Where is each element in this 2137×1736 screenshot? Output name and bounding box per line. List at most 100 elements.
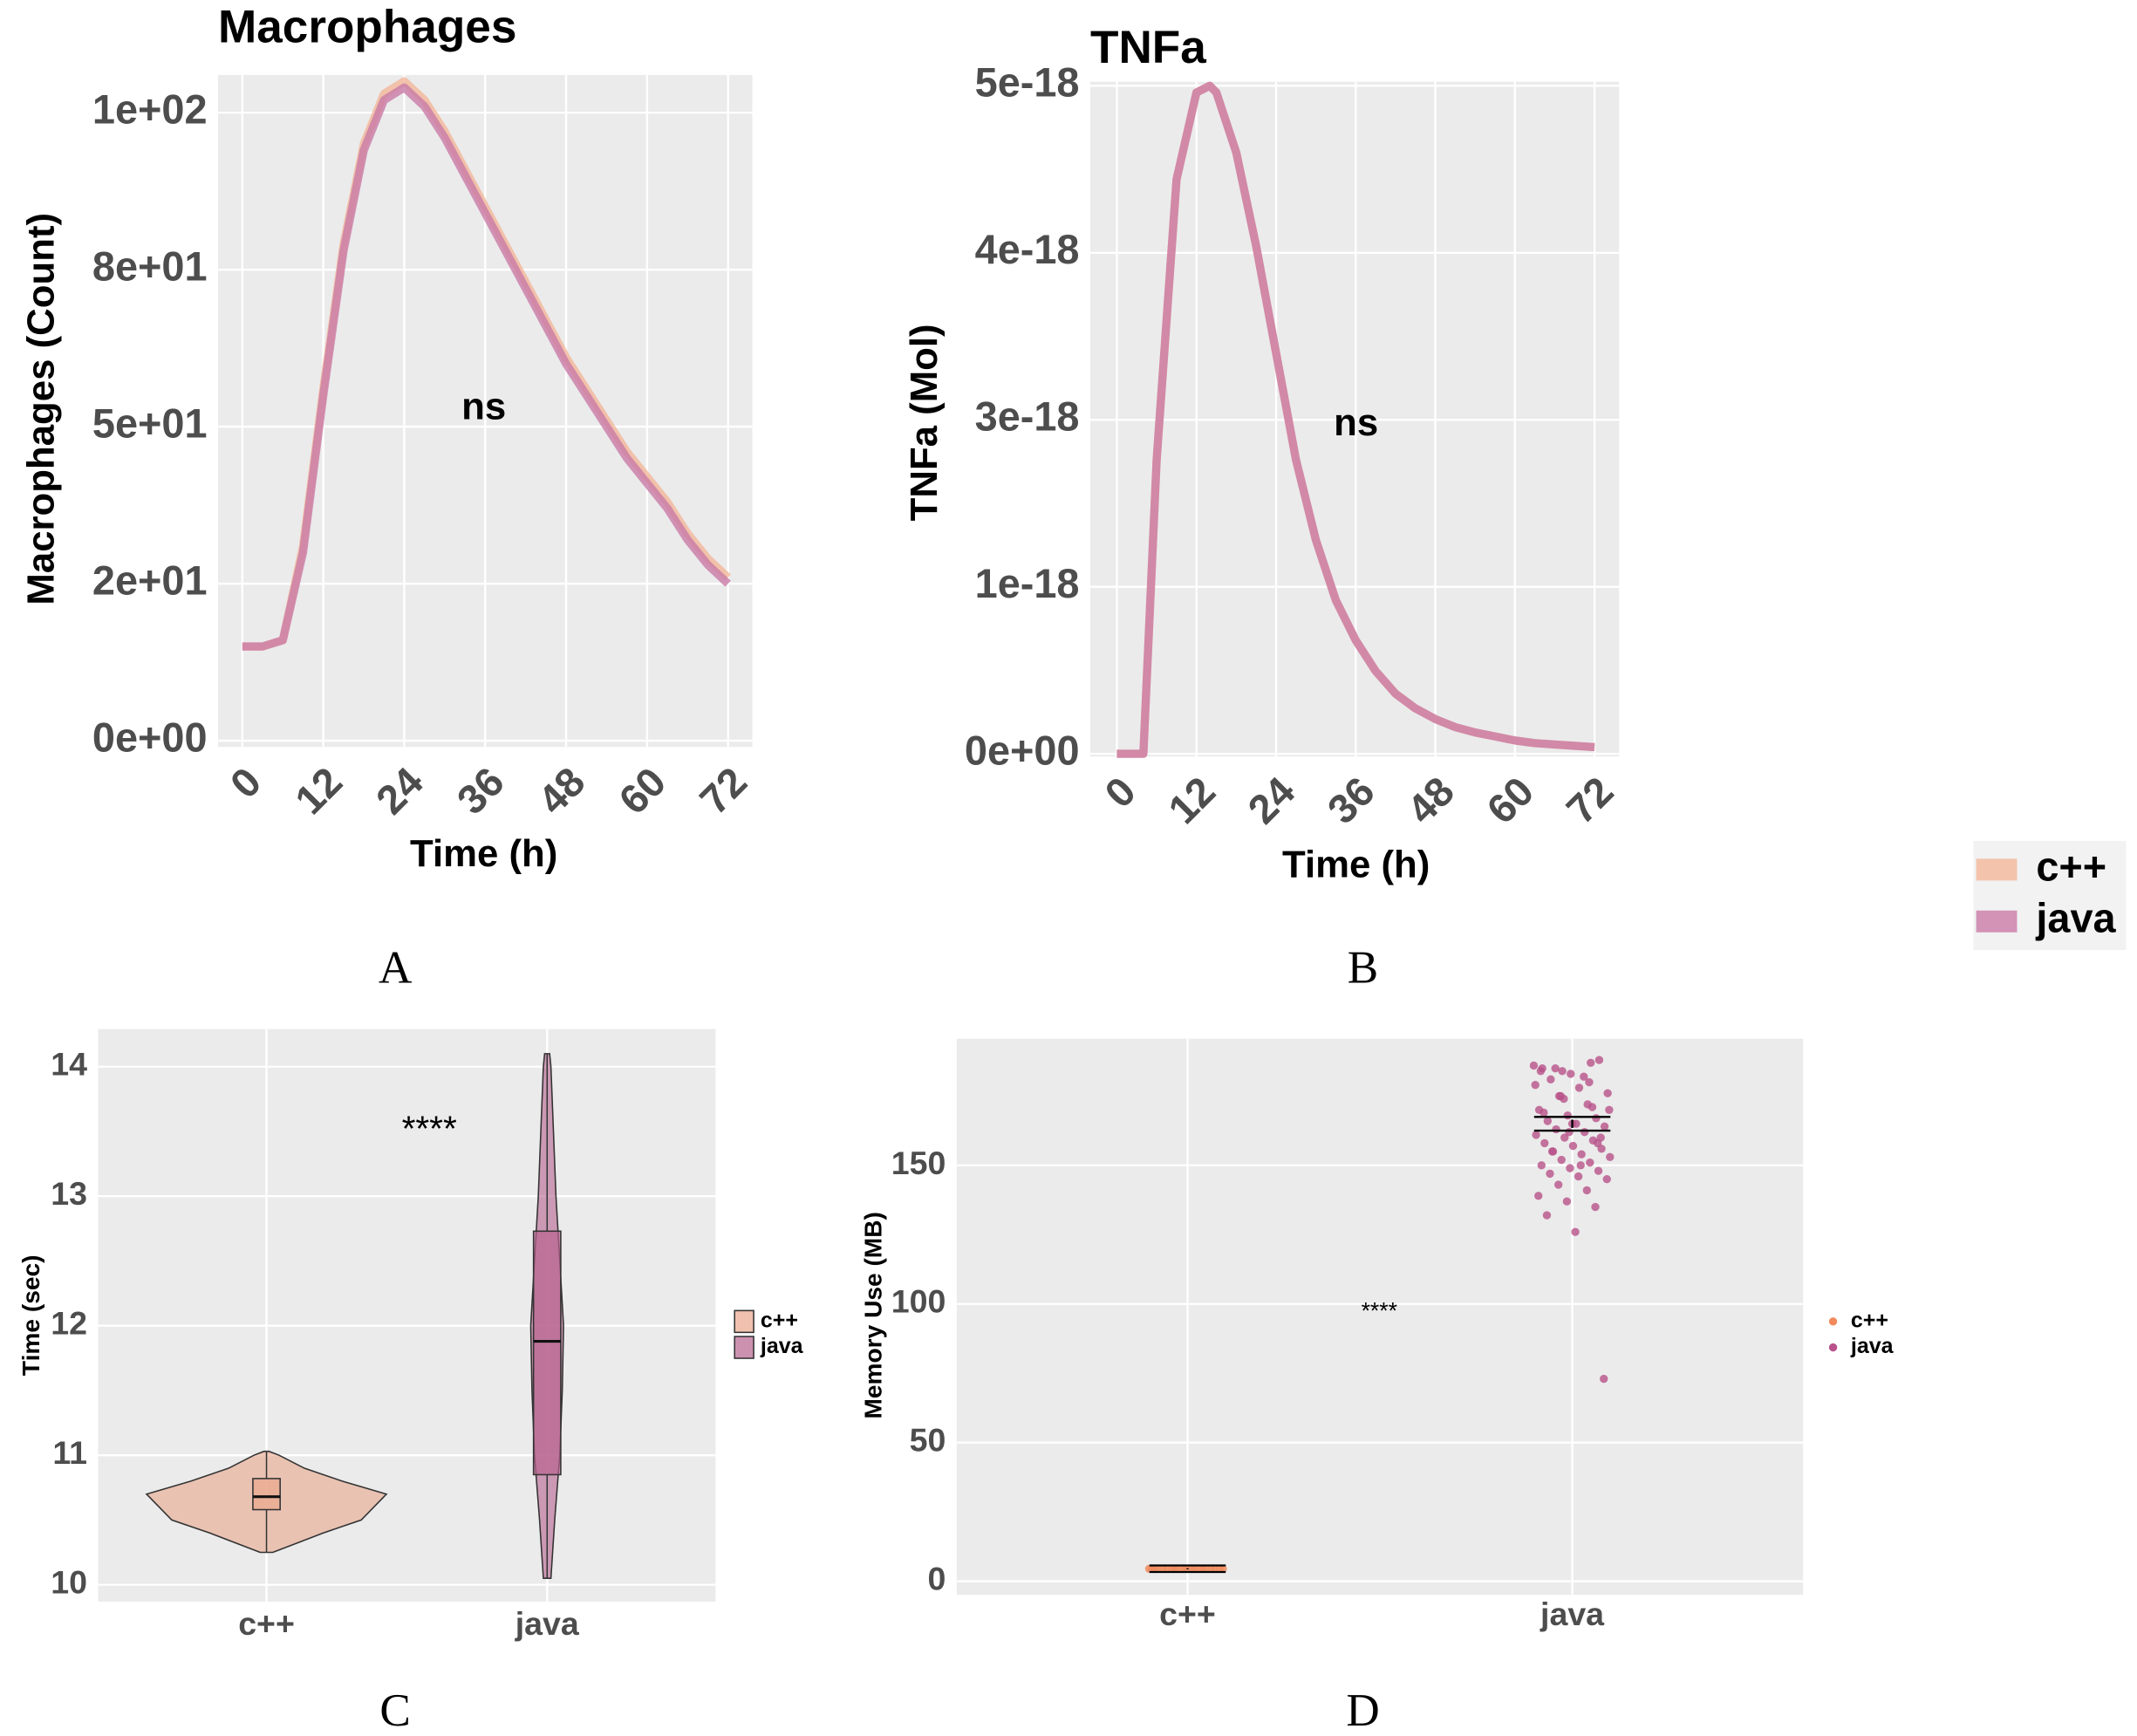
x-tick-label: java [515, 1605, 580, 1642]
y-tick-label: 100 [891, 1283, 946, 1320]
point [1552, 1124, 1560, 1134]
y-axis-title: TNFa (Mol) [903, 324, 946, 521]
point [1540, 1138, 1549, 1148]
point [1567, 1070, 1575, 1078]
point [1563, 1111, 1572, 1120]
y-axis-title: Memory Use (MB) [860, 1212, 887, 1418]
point [1553, 1180, 1563, 1189]
point [1594, 1166, 1603, 1175]
legend-key [734, 1309, 754, 1334]
point [1593, 1138, 1602, 1148]
annotation: **** [402, 1109, 457, 1149]
point [1585, 1077, 1594, 1087]
y-tick-label: 0 [928, 1560, 946, 1596]
y-tick-label: 1e+02 [92, 87, 208, 133]
point [1565, 1128, 1574, 1137]
legend-label: java [1850, 1334, 1895, 1358]
annotation: ns [1334, 401, 1378, 444]
y-tick-label: 50 [910, 1422, 946, 1459]
y-tick-label: 150 [891, 1145, 946, 1181]
y-tick-label: 13 [51, 1175, 87, 1212]
x-tick-label: 72 [1558, 769, 1622, 833]
legend-label: java [760, 1334, 804, 1358]
legend-key [1976, 910, 2018, 933]
annotation: **** [1362, 1298, 1397, 1324]
y-axis-title: Macrophages (Count) [20, 213, 63, 605]
point [1551, 1063, 1560, 1073]
legend-key [1828, 1317, 1838, 1326]
panel-label: B [1348, 942, 1378, 993]
point [1557, 1155, 1566, 1165]
point [1187, 1564, 1196, 1573]
x-tick-label: 48 [529, 759, 594, 824]
point [1582, 1186, 1592, 1195]
x-tick-label: 24 [1239, 769, 1304, 833]
box [532, 1230, 562, 1476]
x-tick-label: 0 [222, 759, 270, 807]
x-tick-label: 12 [1160, 769, 1225, 833]
y-tick-label: 10 [51, 1564, 87, 1601]
point [1602, 1175, 1611, 1184]
y-tick-label: 1e-18 [975, 561, 1080, 606]
point [1529, 1061, 1539, 1070]
point [1605, 1105, 1614, 1114]
y-tick-label: 8e+01 [92, 243, 208, 289]
point [1178, 1564, 1187, 1573]
point [1594, 1056, 1604, 1064]
chart-title: Macrophages [218, 1, 516, 52]
point [1546, 1169, 1554, 1179]
point [1546, 1075, 1555, 1084]
x-axis-title: Time (h) [1282, 843, 1430, 885]
x-tick-label: c++ [1159, 1596, 1216, 1632]
point [1586, 1158, 1594, 1167]
plot-background [956, 1038, 1804, 1596]
point [1571, 1227, 1580, 1236]
y-axis-title: Time (sec) [17, 1255, 44, 1377]
y-tick-label: 0e+00 [965, 728, 1080, 773]
point [1540, 1108, 1548, 1117]
point [1574, 1172, 1583, 1181]
x-tick-label: 24 [367, 759, 432, 824]
point [1576, 1161, 1585, 1170]
point [1547, 1147, 1557, 1156]
legend-label: java [2035, 896, 2116, 941]
point [1556, 1091, 1566, 1101]
point [1562, 1197, 1572, 1206]
y-tick-label: 3e-18 [975, 394, 1080, 440]
point [1531, 1081, 1540, 1090]
point [1560, 1133, 1569, 1142]
x-tick-label: java [1540, 1596, 1605, 1632]
point [1558, 1067, 1567, 1076]
x-tick-label: 36 [448, 759, 513, 824]
y-tick-label: 5e-18 [975, 60, 1080, 106]
x-tick-label: 0 [1096, 769, 1144, 817]
legend-label: c++ [761, 1308, 798, 1332]
chart-title: TNFa [1090, 22, 1206, 73]
x-tick-label: 72 [691, 759, 755, 824]
y-tick-label: 2e+01 [92, 557, 208, 603]
legend-key [1828, 1343, 1838, 1352]
y-tick-label: 12 [51, 1305, 87, 1342]
box [252, 1478, 281, 1511]
point [1603, 1089, 1612, 1097]
point [1147, 1564, 1156, 1573]
point [1606, 1152, 1615, 1162]
legend-key [1976, 858, 2018, 881]
legend-key [734, 1336, 754, 1359]
y-tick-label: 4e-18 [975, 227, 1080, 272]
panel-label: A [379, 942, 412, 993]
point [1600, 1374, 1608, 1384]
y-tick-label: 14 [51, 1046, 87, 1083]
point [1587, 1058, 1595, 1067]
point [1587, 1103, 1597, 1111]
point [1167, 1564, 1176, 1573]
point [1534, 1192, 1543, 1200]
x-axis-title: Time (h) [410, 832, 557, 875]
line [1116, 81, 1595, 758]
point [1566, 1164, 1574, 1172]
point [1592, 1114, 1601, 1123]
point [1532, 1131, 1540, 1139]
legend-label: c++ [1851, 1308, 1888, 1332]
